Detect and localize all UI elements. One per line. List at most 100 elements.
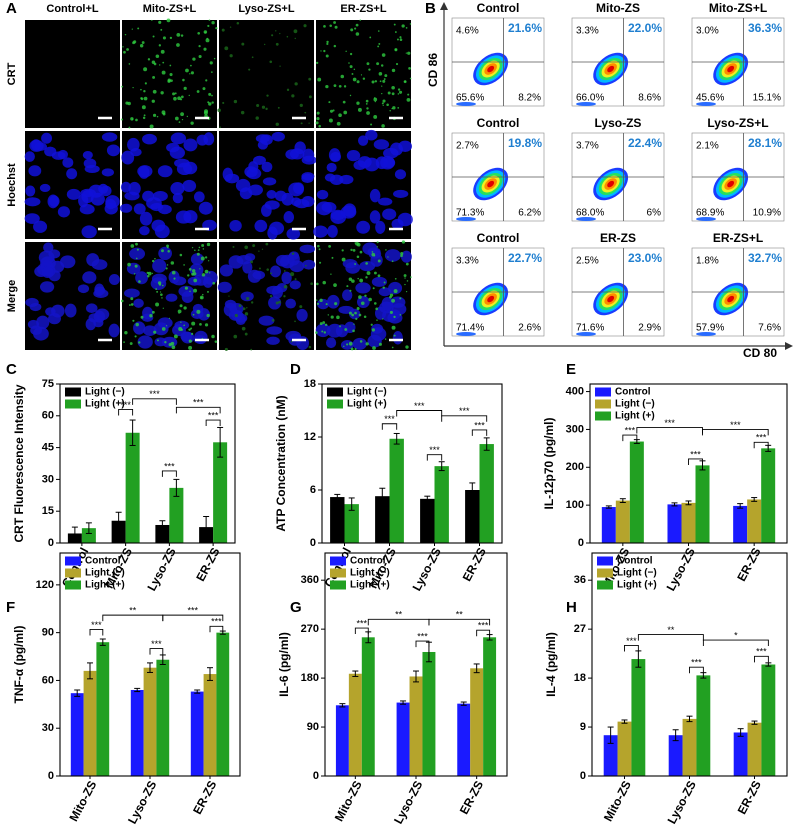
- nucleus: [353, 160, 367, 171]
- row-label: Hoechst: [6, 163, 18, 207]
- bar: [396, 702, 410, 776]
- quadrant-value: 2.1%: [696, 141, 719, 152]
- crt-spot: [189, 73, 191, 75]
- plot-title: Mito-ZS+L: [709, 1, 767, 15]
- crt-spot: [123, 341, 125, 343]
- quadrant-value: 6%: [647, 208, 662, 219]
- panel-label: D: [290, 361, 301, 378]
- crt-spot: [310, 282, 314, 286]
- significance-bracket: [637, 634, 704, 641]
- crt-spot: [121, 85, 124, 88]
- nucleus: [313, 225, 328, 238]
- nucleus: [356, 220, 371, 234]
- nucleus: [193, 191, 205, 203]
- crt-spot: [371, 328, 375, 332]
- crt-spot: [171, 270, 176, 275]
- legend-label: Light (+): [85, 580, 125, 591]
- nucleus: [274, 190, 287, 202]
- significance-bracket: [702, 428, 769, 436]
- crt-spot: [151, 272, 154, 274]
- nucleus: [301, 173, 314, 184]
- significance-label: ***: [417, 631, 428, 641]
- bar: [389, 438, 404, 543]
- crt-spot: [315, 299, 318, 301]
- crt-spot: [376, 241, 379, 244]
- crt-spot: [205, 38, 210, 43]
- crt-spot: [190, 64, 192, 67]
- crt-spot: [410, 276, 412, 278]
- crt-spot: [271, 319, 275, 322]
- nucleus: [219, 264, 234, 277]
- nucleus: [143, 325, 157, 336]
- nucleus: [60, 255, 76, 269]
- nucleus: [327, 225, 338, 238]
- micrograph: [25, 242, 120, 350]
- crt-spot: [130, 244, 135, 248]
- crt-spot: [336, 121, 341, 126]
- y-axis-label: IL-12p70 (pg/ml): [542, 417, 556, 509]
- y-tick-label: 0: [48, 537, 54, 549]
- panel-label: A: [6, 0, 17, 17]
- nucleus: [62, 157, 74, 168]
- crt-spot: [178, 312, 180, 314]
- micrograph: [120, 242, 218, 350]
- crt-spot: [381, 53, 386, 57]
- nucleus: [369, 188, 381, 203]
- crt-spot: [405, 26, 408, 29]
- crt-spot: [233, 99, 238, 104]
- nucleus: [168, 270, 180, 284]
- bar: [747, 722, 762, 776]
- crt-spot: [149, 124, 154, 129]
- crt-spot: [286, 88, 290, 92]
- crt-spot: [149, 314, 153, 318]
- y-tick-label: 400: [566, 385, 584, 397]
- crt-spot: [370, 123, 373, 126]
- crt-spot: [191, 247, 194, 249]
- nucleus: [28, 165, 42, 177]
- nucleus: [359, 260, 376, 272]
- micrograph-bg: [122, 20, 217, 128]
- quadrant-value: 32.7%: [748, 251, 782, 265]
- crt-spot: [144, 82, 147, 85]
- error-bar: [87, 662, 93, 680]
- nucleus: [285, 149, 299, 160]
- nucleus: [129, 247, 146, 260]
- crt-spot: [180, 34, 184, 37]
- nucleus: [49, 195, 60, 207]
- legend-swatch: [65, 399, 81, 409]
- crt-spot: [358, 295, 362, 299]
- nucleus: [198, 201, 213, 215]
- crt-spot: [128, 304, 131, 307]
- nucleus: [242, 261, 253, 274]
- error-bar: [348, 497, 355, 511]
- significance-label: ***: [756, 433, 767, 443]
- crt-spot: [261, 248, 264, 250]
- error-bar: [173, 478, 180, 497]
- plot-frame: [589, 383, 788, 544]
- significance-bracket: [624, 645, 639, 652]
- crt-spot: [265, 107, 268, 111]
- crt-spot: [222, 101, 225, 105]
- bar: [190, 691, 204, 776]
- nucleus: [183, 138, 198, 152]
- crt-spot: [330, 273, 332, 275]
- nucleus: [224, 173, 240, 184]
- significance-label: ***: [211, 617, 222, 627]
- bar: [409, 676, 423, 776]
- nucleus: [244, 253, 256, 262]
- significance-label: ***: [151, 639, 162, 649]
- crt-spot: [405, 291, 408, 293]
- crt-spot: [211, 94, 213, 97]
- significance-bracket: [354, 627, 369, 635]
- significance-label: ***: [664, 418, 675, 428]
- bar: [213, 442, 228, 543]
- significance-bracket: [428, 618, 491, 626]
- crt-spot: [140, 97, 143, 100]
- crt-spot: [319, 298, 323, 303]
- nucleus: [253, 155, 267, 166]
- row-label: Merge: [6, 280, 18, 312]
- crt-spot: [391, 298, 396, 303]
- y-tick-label: 45: [42, 442, 54, 454]
- micrograph: [25, 20, 120, 128]
- y-tick-label: 200: [566, 461, 584, 473]
